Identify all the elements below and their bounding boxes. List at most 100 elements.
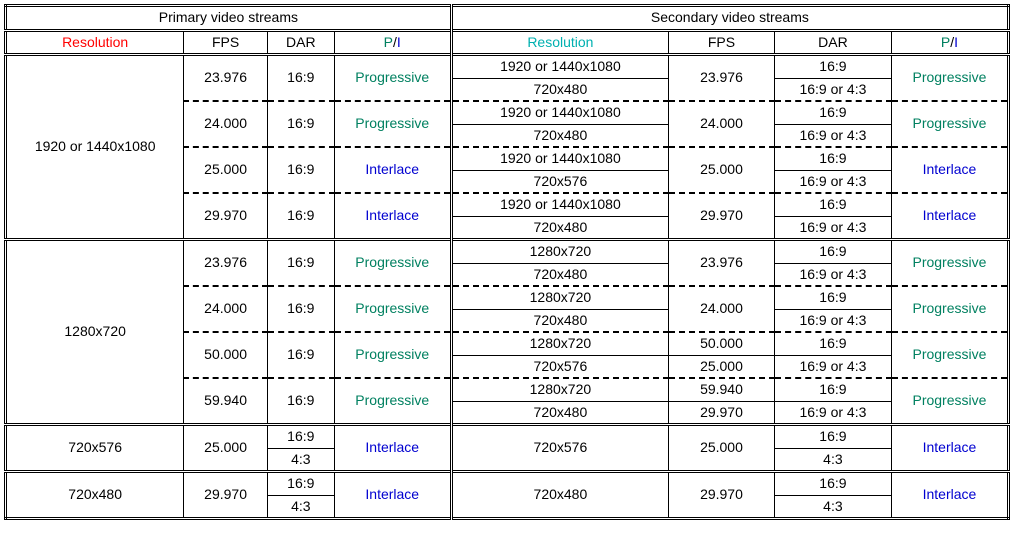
- secondary-dar: 16:9 or 4:3: [774, 78, 891, 101]
- primary-fps: 29.970: [184, 472, 268, 519]
- primary-fps: 50.000: [184, 332, 268, 378]
- primary-dar: 16:9: [267, 332, 334, 378]
- primary-dar: 16:9: [267, 101, 334, 147]
- secondary-resolution: 720x480: [451, 472, 668, 519]
- secondary-dar: 4:3: [774, 495, 891, 519]
- secondary-fps: 23.976: [669, 55, 775, 102]
- primary-pi: Progressive: [334, 286, 451, 332]
- primary-pi: Interlace: [334, 147, 451, 193]
- secondary-dar: 16:9: [774, 332, 891, 355]
- secondary-fps: 24.000: [669, 101, 775, 147]
- primary-pi: Progressive: [334, 332, 451, 378]
- secondary-pi: Interlace: [891, 147, 1008, 193]
- secondary-dar: 16:9: [774, 286, 891, 309]
- primary-pi: Progressive: [334, 378, 451, 425]
- secondary-resolution: 1920 or 1440x1080: [451, 147, 668, 170]
- video-streams-table: Primary video streamsSecondary video str…: [4, 4, 1010, 520]
- secondary-resolution: 1920 or 1440x1080: [451, 193, 668, 216]
- secondary-resolution: 1280x720: [451, 332, 668, 355]
- primary-pi: Progressive: [334, 240, 451, 287]
- primary-dar: 4:3: [267, 448, 334, 472]
- secondary-fps: 25.000: [669, 355, 775, 378]
- primary-dar: 4:3: [267, 495, 334, 519]
- secondary-resolution: 1280x720: [451, 240, 668, 264]
- primary-fps: 25.000: [184, 425, 268, 472]
- secondary-dar: 16:9: [774, 101, 891, 124]
- secondary-dar: 16:9: [774, 193, 891, 216]
- secondary-fps: 29.970: [669, 472, 775, 519]
- secondary-resolution: 720x480: [451, 78, 668, 101]
- secondary-resolution: 720x576: [451, 425, 668, 472]
- secondary-resolution: 1280x720: [451, 286, 668, 309]
- secondary-dar: 16:9: [774, 378, 891, 401]
- secondary-fps: 59.940: [669, 378, 775, 401]
- primary-fps: 29.970: [184, 193, 268, 240]
- primary-resolution: 720x576: [6, 425, 184, 472]
- secondary-dar: 16:9 or 4:3: [774, 355, 891, 378]
- primary-pi: Progressive: [334, 55, 451, 102]
- secondary-resolution: 720x480: [451, 216, 668, 240]
- primary-dar: 16:9: [267, 472, 334, 496]
- primary-resolution: 1920 or 1440x1080: [6, 55, 184, 240]
- primary-pi: Interlace: [334, 425, 451, 472]
- primary-dar: 16:9: [267, 147, 334, 193]
- primary-dar: 16:9: [267, 378, 334, 425]
- primary-fps: 23.976: [184, 240, 268, 287]
- col-secondary-dar: DAR: [774, 30, 891, 55]
- primary-dar: 16:9: [267, 193, 334, 240]
- col-secondary-pi: P/I: [891, 30, 1008, 55]
- header-primary: Primary video streams: [6, 6, 452, 31]
- secondary-dar: 16:9 or 4:3: [774, 263, 891, 286]
- secondary-pi: Progressive: [891, 332, 1008, 378]
- primary-pi: Progressive: [334, 101, 451, 147]
- secondary-resolution: 1920 or 1440x1080: [451, 101, 668, 124]
- primary-resolution: 1280x720: [6, 240, 184, 425]
- secondary-resolution: 720x576: [451, 355, 668, 378]
- secondary-resolution: 720x480: [451, 124, 668, 147]
- header-secondary: Secondary video streams: [451, 6, 1008, 31]
- secondary-dar: 16:9 or 4:3: [774, 170, 891, 193]
- primary-fps: 59.940: [184, 378, 268, 425]
- secondary-dar: 16:9: [774, 472, 891, 496]
- secondary-dar: 16:9 or 4:3: [774, 309, 891, 332]
- col-secondary-resolution: Resolution: [451, 30, 668, 55]
- col-primary-fps: FPS: [184, 30, 268, 55]
- secondary-resolution: 1920 or 1440x1080: [451, 55, 668, 79]
- primary-fps: 23.976: [184, 55, 268, 102]
- primary-fps: 24.000: [184, 101, 268, 147]
- primary-dar: 16:9: [267, 425, 334, 449]
- primary-resolution: 720x480: [6, 472, 184, 519]
- secondary-dar: 16:9: [774, 425, 891, 449]
- secondary-fps: 23.976: [669, 240, 775, 287]
- secondary-fps: 24.000: [669, 286, 775, 332]
- secondary-dar: 16:9: [774, 55, 891, 79]
- secondary-fps: 29.970: [669, 193, 775, 240]
- secondary-dar: 16:9 or 4:3: [774, 401, 891, 425]
- secondary-pi: Interlace: [891, 193, 1008, 240]
- primary-dar: 16:9: [267, 286, 334, 332]
- secondary-resolution: 1280x720: [451, 378, 668, 401]
- secondary-pi: Interlace: [891, 472, 1008, 519]
- primary-pi: Interlace: [334, 472, 451, 519]
- secondary-fps: 50.000: [669, 332, 775, 355]
- secondary-pi: Progressive: [891, 101, 1008, 147]
- col-secondary-fps: FPS: [669, 30, 775, 55]
- secondary-fps: 25.000: [669, 425, 775, 472]
- secondary-dar: 16:9: [774, 147, 891, 170]
- col-primary-pi: P/I: [334, 30, 451, 55]
- secondary-pi: Progressive: [891, 378, 1008, 425]
- secondary-dar: 16:9: [774, 240, 891, 264]
- primary-pi: Interlace: [334, 193, 451, 240]
- primary-fps: 24.000: [184, 286, 268, 332]
- secondary-resolution: 720x576: [451, 170, 668, 193]
- secondary-resolution: 720x480: [451, 309, 668, 332]
- primary-dar: 16:9: [267, 240, 334, 287]
- secondary-fps: 25.000: [669, 147, 775, 193]
- secondary-pi: Progressive: [891, 240, 1008, 287]
- primary-dar: 16:9: [267, 55, 334, 102]
- secondary-fps: 29.970: [669, 401, 775, 425]
- secondary-pi: Interlace: [891, 425, 1008, 472]
- secondary-resolution: 720x480: [451, 401, 668, 425]
- secondary-pi: Progressive: [891, 55, 1008, 102]
- primary-fps: 25.000: [184, 147, 268, 193]
